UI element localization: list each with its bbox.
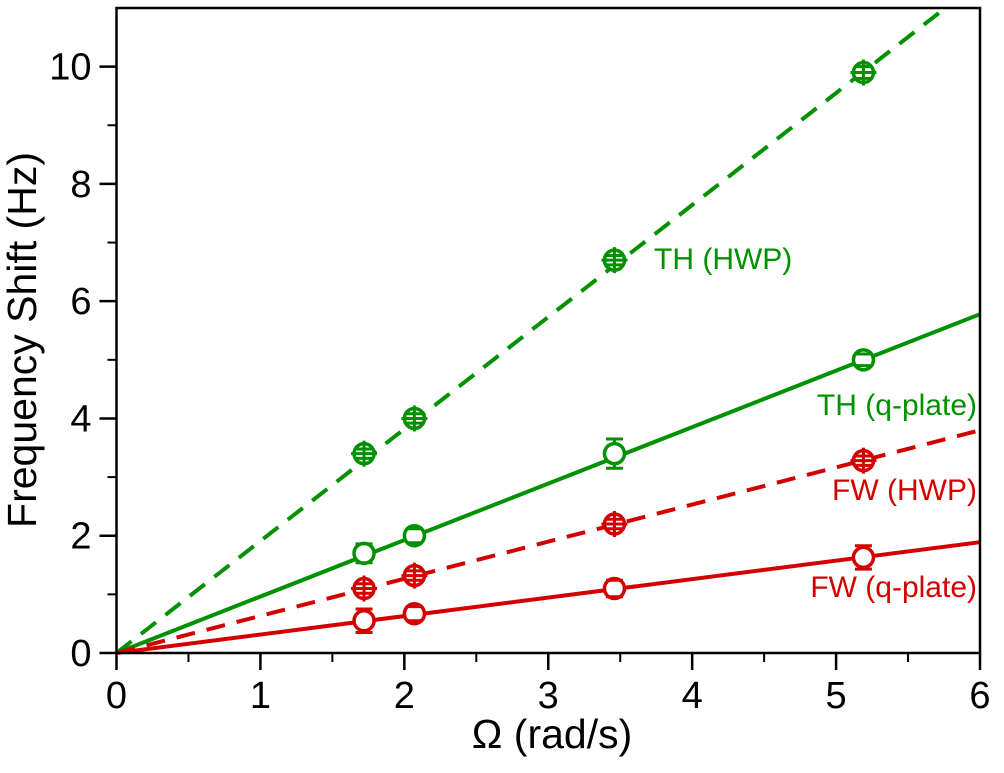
y-axis-title: Frequency Shift (Hz) — [0, 152, 45, 528]
data-marker-circle — [602, 576, 627, 601]
data-marker-circle — [402, 601, 427, 626]
x-tick-label: 2 — [394, 675, 415, 717]
x-tick-label: 1 — [250, 675, 271, 717]
data-marker-circle — [352, 541, 376, 566]
data-marker-circle — [851, 545, 876, 570]
y-tick-label: 0 — [70, 633, 91, 675]
x-tick-label: 0 — [106, 675, 127, 717]
fit-line-2 — [116, 428, 981, 655]
x-tick-label: 3 — [538, 675, 559, 717]
plot-border — [115, 6, 982, 655]
x-tick-label: 4 — [682, 675, 703, 717]
y-tick-label: 8 — [70, 164, 91, 206]
y-tick-label: 2 — [70, 516, 91, 558]
plot-generated-content: 0 1 2 3 4 5 6 0 2 4 6 8 10 TH (HWP) TH (q-plate) FW (HW… — [49, 6, 991, 717]
y-tick-label: 4 — [70, 398, 91, 440]
fit-line-3 — [116, 540, 981, 655]
x-tick-label: 5 — [826, 675, 847, 717]
data-marker-circle — [602, 441, 627, 466]
x-tick-label: 6 — [969, 675, 990, 717]
y-tick-label: 10 — [49, 47, 91, 89]
y-tick-label: 6 — [70, 281, 91, 323]
fit-line-0 — [115, 6, 947, 655]
data-marker-circle — [402, 523, 427, 548]
series-label-1: TH (q-plate) — [817, 389, 977, 422]
series-label-3: FW (q-plate) — [810, 571, 977, 604]
fit-line-1 — [115, 312, 981, 655]
x-axis-title: Ω (rad/s) — [472, 711, 633, 757]
series-label-2: FW (HWP) — [832, 474, 977, 507]
data-marker-circle — [352, 609, 376, 633]
series-label-0: TH (HWP) — [654, 243, 792, 276]
